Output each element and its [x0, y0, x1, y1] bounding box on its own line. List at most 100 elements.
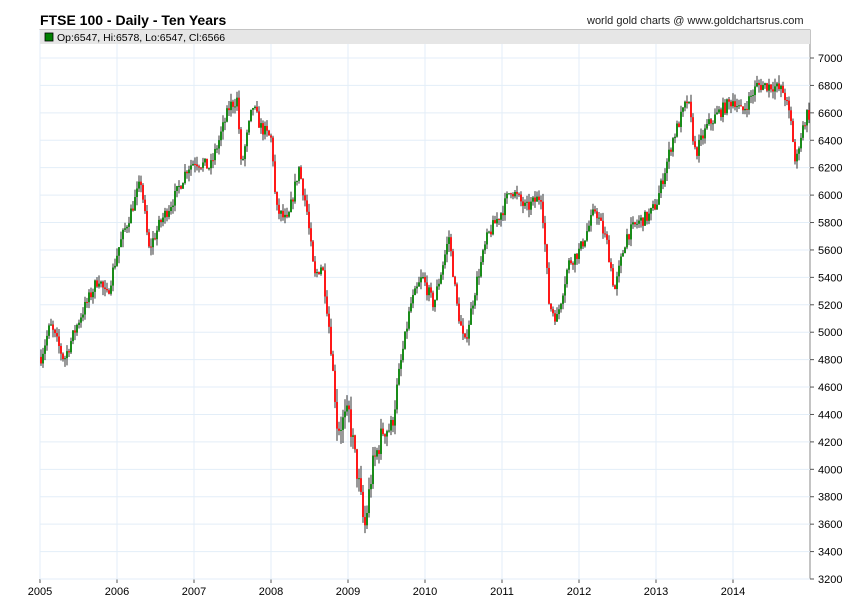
candle-body: [408, 311, 410, 329]
candle-body: [328, 313, 330, 327]
candle-body: [348, 405, 350, 410]
candle-body: [756, 82, 758, 87]
candle-body: [338, 428, 340, 431]
candle-body: [752, 95, 754, 97]
candle-body: [374, 455, 376, 457]
candle-body: [204, 158, 206, 163]
candle-body: [312, 241, 314, 262]
candle-body: [244, 146, 246, 159]
candle-body: [308, 211, 310, 229]
candle-body: [564, 284, 566, 296]
candle-body: [326, 296, 328, 314]
candle-body: [682, 107, 684, 112]
candle-body: [294, 181, 296, 202]
legend-bar: [40, 30, 810, 44]
candle-body: [104, 287, 106, 289]
candle-body: [274, 161, 276, 192]
candle-body: [432, 292, 434, 308]
y-tick-label: 4200: [818, 437, 842, 449]
candle-body: [520, 194, 522, 202]
candle-body: [720, 109, 722, 118]
x-tick-label: 2009: [336, 586, 360, 598]
candle-body: [510, 193, 512, 195]
candle-body: [662, 180, 664, 185]
candle-body: [74, 330, 76, 333]
candle-body: [570, 260, 572, 264]
candle-body: [664, 173, 666, 185]
candle-body: [514, 191, 516, 197]
candle-body: [242, 158, 244, 160]
candle-body: [686, 101, 688, 104]
candle-body: [762, 85, 764, 90]
candle-body: [602, 220, 604, 234]
candle-body: [694, 141, 696, 148]
candle-body: [98, 283, 100, 287]
candle-body: [420, 277, 422, 283]
candle-body: [378, 450, 380, 454]
candle-body: [64, 358, 66, 360]
candle-body: [530, 201, 532, 210]
candle-body: [614, 285, 616, 290]
candle-body: [636, 223, 638, 225]
candle-body: [544, 222, 546, 245]
candle-body: [792, 121, 794, 142]
y-tick-label: 6800: [818, 80, 842, 92]
candle-body: [416, 286, 418, 289]
candle-body: [278, 204, 280, 214]
candle-body: [238, 97, 240, 130]
candle-body: [778, 83, 780, 90]
candle-body: [250, 109, 252, 122]
candle-body: [744, 108, 746, 111]
candle-body: [734, 101, 736, 107]
candle-body: [522, 201, 524, 206]
candle-body: [398, 368, 400, 385]
candle-body: [620, 256, 622, 266]
candle-body: [788, 100, 790, 111]
candle-body: [644, 211, 646, 226]
candle-body: [440, 274, 442, 284]
candle-body: [736, 106, 738, 108]
candle-body: [796, 153, 798, 162]
candle-body: [284, 214, 286, 218]
x-tick-label: 2012: [567, 586, 591, 598]
candle-body: [90, 292, 92, 298]
candle-body: [634, 222, 636, 225]
candle-body: [256, 106, 258, 112]
candle-body: [68, 351, 70, 353]
candle-body: [226, 108, 228, 122]
candle-body: [472, 305, 474, 309]
candle-body: [138, 181, 140, 189]
candle-body: [214, 148, 216, 161]
candle-body: [140, 181, 142, 186]
candle-body: [70, 341, 72, 353]
candle-body: [768, 84, 770, 91]
candle-body: [698, 139, 700, 156]
candle-body: [806, 110, 808, 126]
candle-body: [528, 201, 530, 210]
candle-body: [638, 220, 640, 224]
candle-body: [154, 238, 156, 240]
y-tick-label: 3200: [818, 574, 842, 586]
candle-body: [574, 253, 576, 265]
candle-body: [642, 217, 644, 226]
candle-body: [622, 253, 624, 257]
candle-body: [376, 450, 378, 457]
candle-body: [596, 211, 598, 219]
candle-body: [210, 160, 212, 169]
candle-body: [604, 233, 606, 235]
candle-body: [180, 186, 182, 189]
candle-body: [266, 125, 268, 131]
candle-body: [798, 148, 800, 154]
candle-body: [320, 267, 322, 275]
candle-body: [208, 168, 210, 170]
candle-body: [560, 303, 562, 310]
candle-body: [800, 137, 802, 149]
candle-body: [258, 111, 260, 128]
x-tick-label: 2005: [28, 586, 52, 598]
candle-body: [334, 370, 336, 402]
candle-body: [112, 267, 114, 286]
candle-body: [774, 86, 776, 92]
candle-body: [474, 295, 476, 306]
candle-body: [216, 148, 218, 150]
candle-body: [382, 428, 384, 435]
